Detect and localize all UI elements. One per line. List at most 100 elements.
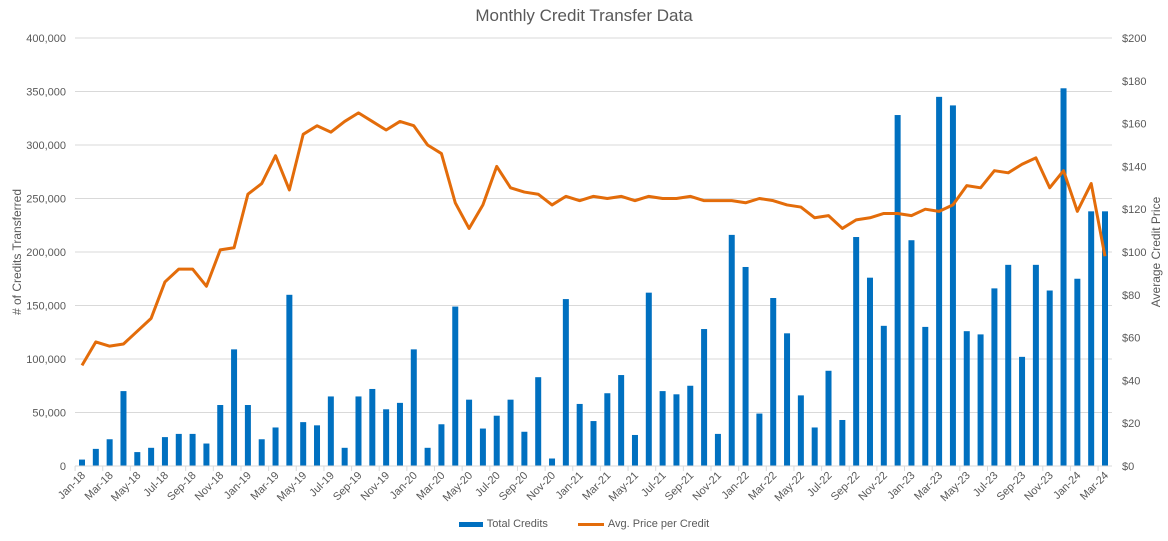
- bar: [770, 298, 777, 466]
- bar: [327, 396, 334, 466]
- bar: [148, 447, 155, 466]
- bar: [1032, 264, 1039, 466]
- bar: [203, 443, 210, 466]
- y2-tick-label: $140: [1122, 161, 1146, 173]
- x-tick-label: Jan-23: [885, 470, 917, 502]
- bar: [258, 439, 265, 466]
- bar: [673, 394, 680, 466]
- bar: [618, 375, 625, 466]
- bar: [701, 329, 708, 466]
- bar: [1088, 211, 1095, 466]
- y2-tick-label: $60: [1122, 333, 1140, 345]
- bar: [1046, 290, 1053, 466]
- x-tick-label: Jan-22: [719, 470, 751, 502]
- bar: [120, 391, 127, 466]
- x-tick-label: May-23: [938, 470, 972, 504]
- bar: [396, 402, 403, 466]
- bar: [217, 405, 224, 466]
- legend-item-avg-price[interactable]: Avg. Price per Credit: [577, 518, 709, 530]
- bar: [590, 421, 597, 466]
- legend-item-total-credits[interactable]: Total Credits: [458, 518, 548, 530]
- y2-tick-label: $0: [1122, 461, 1134, 473]
- bar-series-total-credits: [79, 88, 1108, 466]
- bar: [936, 96, 943, 466]
- bar: [1102, 211, 1108, 466]
- y2-tick-label: $80: [1122, 290, 1140, 302]
- x-tick-label: Jan-19: [222, 470, 254, 502]
- x-tick-label: Sep-20: [497, 470, 531, 504]
- bar: [714, 433, 721, 466]
- bar: [535, 377, 542, 466]
- x-tick-label: Nov-20: [525, 470, 559, 504]
- bar: [189, 433, 196, 466]
- line-swatch-icon: [577, 522, 604, 526]
- bar: [466, 399, 473, 466]
- bar: [134, 452, 141, 466]
- bar: [355, 396, 362, 466]
- bar: [244, 405, 251, 466]
- right-axis-ticks: $0 $20 $40 $60 $80 $100 $120 $140 $160 $180 $200: [1122, 33, 1146, 473]
- bar: [1019, 356, 1026, 466]
- x-tick-label: Mar-24: [1078, 470, 1111, 503]
- bar: [991, 288, 998, 466]
- y-tick-label: 350,000: [26, 87, 66, 99]
- bar: [92, 448, 99, 466]
- y2-tick-label: $40: [1122, 375, 1140, 387]
- legend: Total Credits Avg. Price per Credit: [0, 518, 1168, 530]
- bar: [106, 439, 113, 466]
- bar: [507, 399, 514, 466]
- x-tick-label: Nov-19: [359, 470, 393, 504]
- bar: [79, 459, 85, 466]
- bar: [963, 331, 970, 466]
- x-tick-label: Nov-21: [690, 470, 724, 504]
- legend-label: Total Credits: [486, 518, 548, 530]
- bar: [1005, 264, 1012, 466]
- bar: [728, 234, 735, 466]
- bar: [383, 409, 390, 466]
- bar: [811, 427, 818, 466]
- bar: [825, 370, 832, 466]
- bar: [853, 237, 860, 466]
- bar: [175, 433, 182, 466]
- y2-axis-title: Average Credit Price: [1149, 196, 1163, 307]
- bar: [866, 277, 873, 466]
- bar: [908, 240, 915, 466]
- chart-title: Monthly Credit Transfer Data: [475, 6, 693, 25]
- bar: [576, 403, 583, 466]
- bar: [839, 419, 846, 466]
- bar: [604, 393, 611, 466]
- line-series-avg-price: [80, 111, 1107, 367]
- bar: [949, 105, 956, 466]
- bar: [894, 115, 901, 466]
- bar: [1060, 88, 1067, 466]
- bar: [659, 391, 666, 466]
- bar: [687, 385, 694, 466]
- x-tick-label: Sep-19: [331, 470, 365, 504]
- x-tick-label: May-19: [275, 470, 309, 504]
- bar: [756, 413, 763, 466]
- y2-tick-label: $200: [1122, 33, 1146, 45]
- x-tick-label: Sep-21: [663, 470, 697, 504]
- bar: [493, 415, 500, 466]
- x-tick-label: Jan-18: [56, 470, 88, 502]
- y-tick-label: 0: [60, 461, 66, 473]
- y2-tick-label: $20: [1122, 418, 1140, 430]
- x-tick-label: Nov-22: [856, 470, 890, 504]
- bar: [645, 292, 652, 466]
- bar: [272, 427, 279, 466]
- bar: [797, 395, 804, 466]
- y2-tick-label: $180: [1122, 76, 1146, 88]
- gridlines: [75, 37, 1112, 413]
- x-tick-label: May-20: [441, 470, 475, 504]
- y2-tick-label: $120: [1122, 204, 1146, 216]
- bar: [922, 326, 929, 466]
- y-tick-label: 300,000: [26, 140, 66, 152]
- y-tick-label: 100,000: [26, 354, 66, 366]
- x-tick-label: May-21: [607, 470, 641, 504]
- x-tick-label: Nov-18: [193, 470, 227, 504]
- bar: [424, 447, 431, 466]
- x-tick-label: Sep-18: [165, 470, 199, 504]
- bar: [452, 306, 459, 466]
